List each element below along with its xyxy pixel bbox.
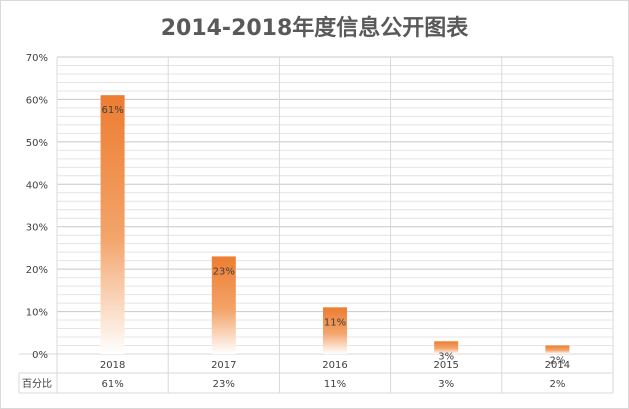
data-label: 2% (549, 356, 565, 367)
x-category-label: 2016 (322, 360, 347, 371)
data-label: 23% (213, 266, 235, 277)
chart-title: 2014-2018年度信息公开图表 (160, 16, 469, 41)
y-tick-label: 0% (32, 350, 48, 361)
table-value: 11% (324, 379, 346, 390)
y-tick-label: 70% (26, 53, 48, 64)
bar-2016 (323, 307, 347, 354)
data-label: 11% (324, 317, 346, 328)
table-value: 61% (101, 379, 123, 390)
data-label: 3% (438, 351, 454, 362)
bar-2015 (434, 341, 459, 354)
x-category-label: 2015 (433, 360, 458, 371)
table-row-header: 百分比 (22, 378, 52, 390)
table-value: 23% (213, 379, 235, 390)
y-tick-label: 50% (26, 138, 48, 149)
x-category-label: 2018 (100, 360, 125, 371)
bar-2018 (100, 95, 125, 354)
y-tick-label: 30% (26, 223, 48, 234)
data-label: 61% (101, 105, 123, 116)
table-value: 3% (438, 379, 454, 390)
y-tick-label: 40% (26, 180, 48, 191)
y-tick-label: 20% (26, 265, 48, 276)
x-category-label: 2017 (211, 360, 236, 371)
y-tick-label: 10% (26, 308, 48, 319)
y-tick-label: 60% (26, 95, 48, 106)
bar-2014 (545, 345, 570, 354)
bar-2017 (211, 256, 236, 354)
table-value: 2% (549, 379, 565, 390)
x-category-label: 2014 (545, 360, 570, 371)
